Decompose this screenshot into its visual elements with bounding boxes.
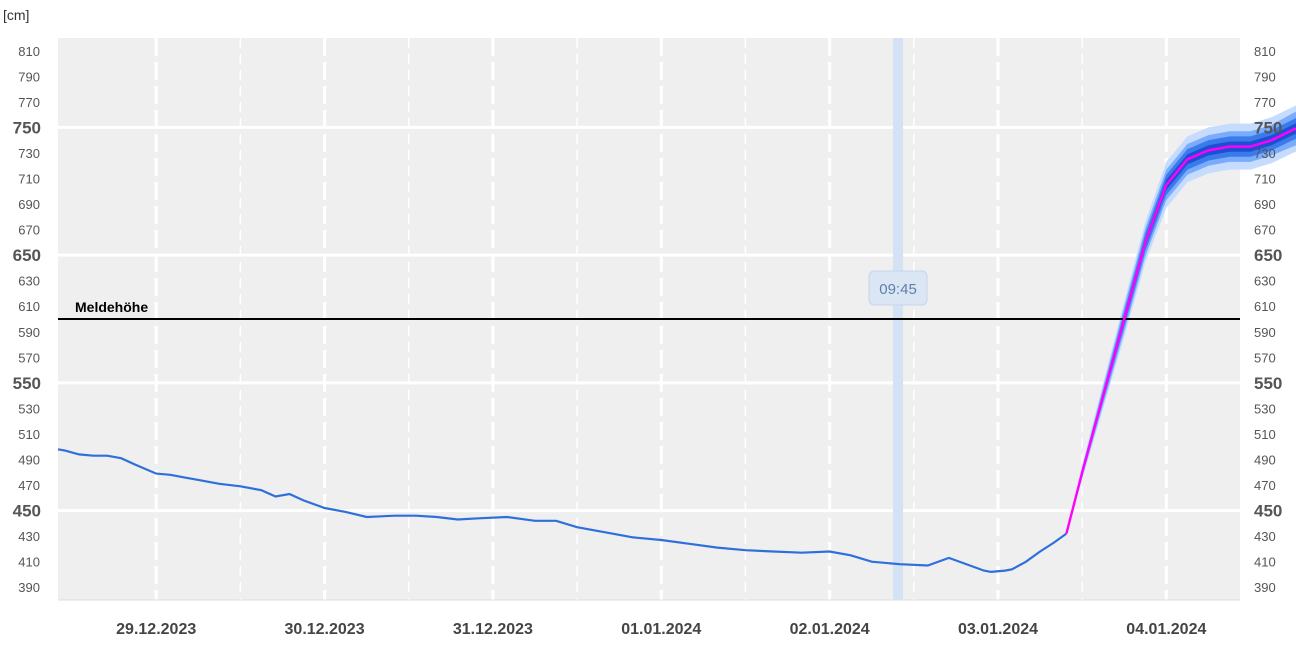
y-tick-label: 430 bbox=[18, 529, 40, 544]
y-tick-label-major: 550 bbox=[1254, 374, 1282, 393]
y-tick-label: 770 bbox=[1254, 95, 1276, 110]
y-tick-label-major: 650 bbox=[1254, 246, 1282, 265]
y-tick-label-major: 750 bbox=[13, 118, 41, 137]
x-tick-label: 29.12.2023 bbox=[116, 621, 196, 638]
y-tick-label: 690 bbox=[18, 197, 40, 212]
y-tick-label: 790 bbox=[18, 69, 40, 84]
y-tick-label: 530 bbox=[18, 401, 40, 416]
y-axis-unit-label: [cm] bbox=[3, 7, 29, 23]
forecast-band-mid bbox=[1066, 111, 1296, 534]
y-tick-label: 810 bbox=[1254, 44, 1276, 59]
y-tick-label: 410 bbox=[1254, 555, 1276, 570]
y-tick-label: 510 bbox=[1254, 427, 1276, 442]
y-tick-label: 690 bbox=[1254, 197, 1276, 212]
y-tick-label: 490 bbox=[18, 453, 40, 468]
y-tick-label: 730 bbox=[1254, 146, 1276, 161]
x-tick-label: 03.01.2024 bbox=[958, 621, 1038, 638]
x-tick-label: 01.01.2024 bbox=[621, 621, 701, 638]
forecast-series-line bbox=[1065, 127, 1296, 534]
y-tick-label: 670 bbox=[1254, 223, 1276, 238]
y-tick-label: 730 bbox=[18, 146, 40, 161]
y-tick-label: 590 bbox=[1254, 325, 1276, 340]
y-tick-label: 570 bbox=[1254, 350, 1276, 365]
y-tick-label: 630 bbox=[1254, 274, 1276, 289]
x-axis: 29.12.2023 30.12.2023 31.12.2023 01.01.2024… bbox=[116, 621, 1206, 638]
y-tick-label: 390 bbox=[18, 580, 40, 595]
x-tick-label: 30.12.2023 bbox=[285, 621, 365, 638]
y-tick-label: 590 bbox=[18, 325, 40, 340]
y-tick-label: 530 bbox=[1254, 401, 1276, 416]
y-axis-right: 390 410 430 470 490 510 530 570 590 610 630 670 690 7… bbox=[1254, 44, 1282, 595]
y-tick-label: 390 bbox=[1254, 580, 1276, 595]
y-tick-label: 670 bbox=[18, 223, 40, 238]
threshold-label: Meldehöhe bbox=[75, 299, 148, 315]
y-tick-label: 790 bbox=[1254, 69, 1276, 84]
y-tick-label: 710 bbox=[18, 172, 40, 187]
y-axis-left: 390 410 430 470 490 510 530 570 590 610 630 670 690 7… bbox=[13, 44, 41, 595]
y-tick-label: 430 bbox=[1254, 529, 1276, 544]
y-tick-label: 570 bbox=[18, 350, 40, 365]
y-tick-label-major: 750 bbox=[1254, 118, 1282, 137]
y-tick-label-major: 650 bbox=[13, 246, 41, 265]
y-tick-label-major: 450 bbox=[1254, 502, 1282, 521]
y-tick-label: 490 bbox=[1254, 453, 1276, 468]
now-marker-tag: 09:45 bbox=[868, 270, 928, 306]
y-tick-label: 510 bbox=[18, 427, 40, 442]
y-tick-label: 610 bbox=[1254, 299, 1276, 314]
y-tick-label-major: 450 bbox=[13, 502, 41, 521]
y-tick-label: 470 bbox=[18, 478, 40, 493]
now-marker-label: 09:45 bbox=[879, 281, 917, 298]
y-tick-label: 470 bbox=[1254, 478, 1276, 493]
x-tick-label: 02.01.2024 bbox=[790, 621, 870, 638]
y-tick-label: 810 bbox=[18, 44, 40, 59]
x-tick-label: 04.01.2024 bbox=[1126, 621, 1206, 638]
y-tick-label: 410 bbox=[18, 555, 40, 570]
y-tick-label: 770 bbox=[18, 95, 40, 110]
y-tick-label: 610 bbox=[18, 299, 40, 314]
y-tick-label-major: 550 bbox=[13, 374, 41, 393]
y-tick-label: 630 bbox=[18, 274, 40, 289]
measured-series-line bbox=[57, 448, 1068, 574]
forecast-uncertainty-bands bbox=[1066, 105, 1296, 534]
y-tick-label: 710 bbox=[1254, 172, 1276, 187]
now-marker-tag-background bbox=[868, 270, 928, 306]
x-tick-label: 31.12.2023 bbox=[453, 621, 533, 638]
